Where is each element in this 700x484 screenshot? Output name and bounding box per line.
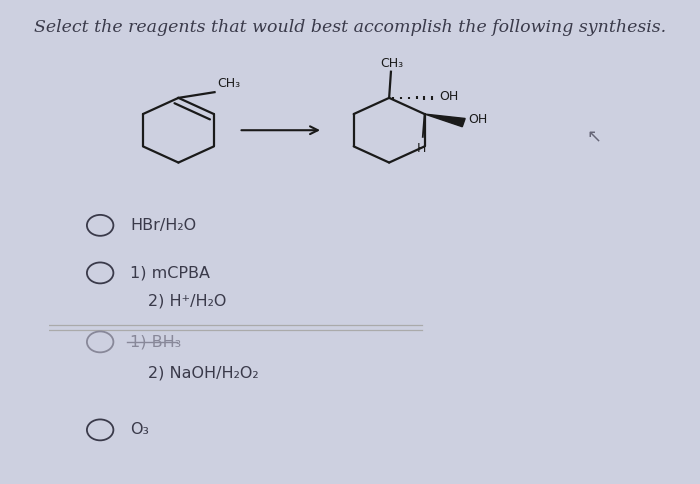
Text: O₃: O₃ (130, 423, 149, 438)
Text: ↖: ↖ (587, 128, 601, 146)
Text: H: H (417, 142, 426, 154)
Text: 1) mCPBA: 1) mCPBA (130, 265, 210, 280)
Text: CH₃: CH₃ (381, 57, 404, 70)
Text: HBr/H₂O: HBr/H₂O (130, 218, 197, 233)
Text: 2) H⁺/H₂O: 2) H⁺/H₂O (148, 294, 227, 309)
Text: CH₃: CH₃ (217, 77, 240, 90)
Text: OH: OH (440, 91, 459, 104)
Text: 1) BH₃: 1) BH₃ (130, 334, 181, 349)
Text: Select the reagents that would best accomplish the following synthesis.: Select the reagents that would best acco… (34, 19, 666, 36)
Polygon shape (425, 114, 466, 127)
Text: 2) NaOH/H₂O₂: 2) NaOH/H₂O₂ (148, 365, 259, 380)
Text: OH: OH (468, 113, 487, 126)
